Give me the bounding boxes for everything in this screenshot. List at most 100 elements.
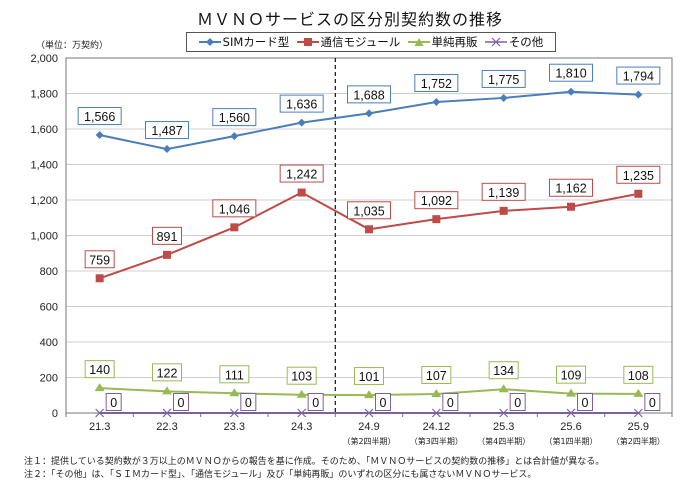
data-label-box	[307, 393, 324, 411]
y-tick-label: 800	[40, 266, 58, 278]
data-label-box	[488, 361, 519, 380]
data-label-box	[616, 66, 661, 85]
y-tick-label: 1,400	[30, 160, 58, 172]
data-label-box	[219, 365, 250, 384]
data-label: 108	[628, 369, 649, 383]
data-label: 0	[514, 396, 521, 410]
data-point	[229, 408, 239, 418]
data-point	[364, 408, 374, 418]
y-tick-label: 1,600	[30, 124, 58, 136]
data-label-box	[481, 69, 526, 88]
legend-item-other: その他	[484, 34, 544, 50]
data-label-box	[616, 165, 661, 184]
legend-item-module: 通信モジュール	[296, 34, 400, 50]
legend: SIMカード型 通信モジュール 単純再販 その他	[186, 32, 556, 52]
data-label: 122	[157, 366, 178, 380]
data-point	[567, 202, 575, 211]
data-label-box	[421, 366, 452, 385]
diamond-marker-icon	[198, 38, 221, 46]
data-label: 1,035	[353, 204, 384, 218]
data-label: 0	[312, 396, 319, 410]
data-label: 1,487	[151, 124, 182, 138]
data-label: 0	[447, 396, 454, 410]
data-point	[162, 408, 172, 418]
x-tick-sublabel: （第2四半期）	[612, 436, 665, 446]
x-tick-label: 24.12	[423, 421, 451, 433]
data-label: 891	[157, 230, 178, 244]
data-label: 103	[291, 370, 312, 384]
data-label-box	[145, 121, 189, 140]
data-label-box	[549, 178, 593, 197]
square-marker-icon	[296, 38, 319, 46]
x-tick-label: 24.9	[358, 421, 379, 433]
y-tick-label: 2,000	[30, 53, 58, 65]
data-label: 0	[380, 396, 387, 410]
data-point	[163, 250, 171, 259]
data-label: 1,235	[623, 169, 654, 183]
data-point	[431, 408, 441, 418]
y-tick-label: 0	[52, 408, 58, 420]
data-label: 1,162	[555, 182, 586, 196]
data-label: 109	[561, 369, 582, 383]
y-tick-label: 400	[40, 337, 58, 349]
data-label-box	[286, 366, 317, 385]
data-point	[95, 408, 105, 418]
x-tick-sublabel: （第4四半期）	[477, 436, 530, 446]
data-label: 1,560	[219, 111, 250, 125]
data-point	[499, 93, 508, 102]
data-label-box	[212, 108, 257, 127]
data-label-box	[279, 164, 324, 183]
data-label-box	[84, 360, 115, 379]
data-label: 0	[582, 396, 589, 410]
y-tick-label: 1,000	[30, 231, 58, 243]
data-label-box	[84, 250, 115, 269]
x-tick-sublabel: （第3四半期）	[410, 436, 463, 446]
legend-item-resale: 単純再販	[407, 34, 478, 50]
data-label: 1,566	[84, 110, 115, 124]
data-label: 1,242	[286, 168, 317, 182]
data-point	[95, 274, 104, 283]
x-tick-label: 25.3	[493, 421, 514, 433]
data-point	[162, 386, 172, 395]
data-label: 1,092	[421, 194, 452, 208]
data-label: 0	[649, 396, 656, 410]
data-point	[432, 98, 441, 107]
data-point	[297, 408, 307, 418]
data-point	[230, 132, 239, 141]
y-tick-label: 1,200	[30, 195, 58, 207]
data-label: 759	[89, 253, 110, 267]
x-tick-label: 25.6	[560, 421, 581, 433]
data-label-box	[152, 226, 182, 245]
data-label: 111	[225, 368, 244, 382]
data-point	[296, 389, 307, 398]
data-label: 1,810	[555, 67, 586, 81]
data-label-box	[354, 367, 384, 386]
data-point	[432, 215, 441, 224]
legend-item-sim: SIMカード型	[198, 34, 290, 50]
x-tick-sublabel: （第2四半期）	[342, 436, 395, 446]
x-tick-label: 24.3	[291, 421, 312, 433]
data-label: 1,688	[353, 88, 384, 102]
data-label: 0	[110, 396, 117, 410]
x-tick-label: 23.3	[224, 421, 245, 433]
x-tick-label: 21.3	[89, 421, 110, 433]
data-label-box	[414, 74, 459, 93]
data-label: 1,046	[219, 202, 250, 216]
data-label-box	[577, 393, 593, 411]
footnotes: 注１：提供している契約数が３万以上のＭＶＮＯからの報告を基に作成。そのため、「Ｍ…	[24, 456, 604, 482]
data-label-box	[375, 393, 391, 411]
y-tick-label: 1,800	[30, 89, 58, 101]
legend-label: その他	[508, 35, 544, 49]
x-tick-sublabel: （第1四半期）	[544, 436, 597, 446]
data-point	[364, 390, 374, 399]
data-label-box	[105, 393, 122, 411]
data-label-box	[549, 63, 593, 82]
data-point	[229, 388, 240, 397]
data-point	[633, 388, 644, 397]
data-point	[365, 109, 373, 118]
data-point	[297, 188, 306, 197]
legend-label: SIMカード型	[222, 35, 290, 49]
data-label: 1,775	[488, 73, 519, 87]
data-label-box	[347, 85, 391, 104]
